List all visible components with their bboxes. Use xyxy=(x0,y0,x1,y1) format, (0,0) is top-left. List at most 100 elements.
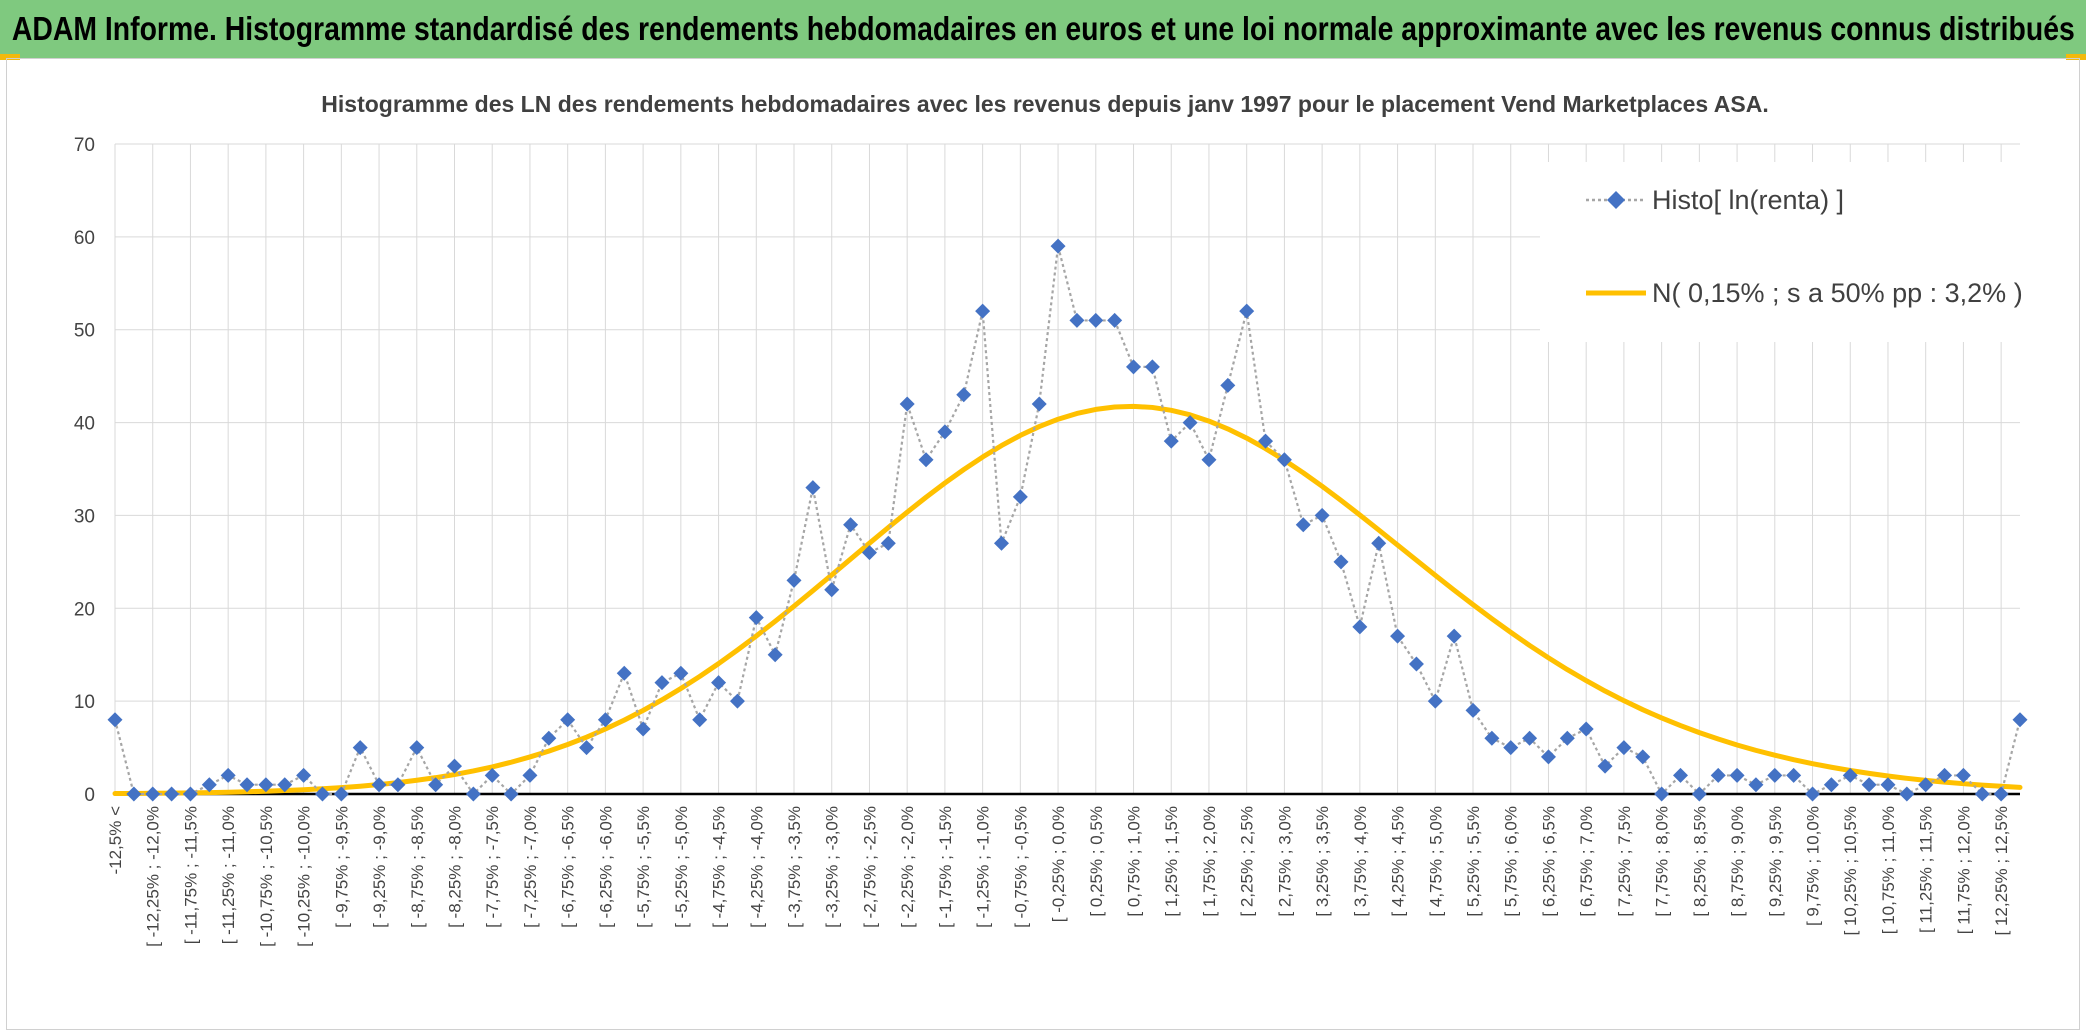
x-tick-label: [ -2,25% ; -2,0% xyxy=(898,806,917,928)
histogram-point xyxy=(899,396,915,412)
histogram-point xyxy=(975,303,991,319)
histogram-point xyxy=(824,582,840,598)
x-tick-label: [ 7,25% ; 7,5% xyxy=(1615,806,1634,917)
histogram-point xyxy=(447,758,463,774)
x-tick-label: [ -2,75% ; -2,5% xyxy=(860,806,879,928)
legend-normal-label: N( 0,15% ; s a 50% pp : 3,2% ) xyxy=(1652,278,2023,308)
histogram-point xyxy=(1503,740,1519,756)
histogram-point xyxy=(1955,767,1971,783)
histogram-point xyxy=(654,675,670,691)
histogram-point xyxy=(1578,721,1594,737)
x-tick-label: -12,5% < xyxy=(106,806,125,875)
histogram-point xyxy=(1408,656,1424,672)
x-tick-label: [ 5,75% ; 6,0% xyxy=(1502,806,1521,917)
y-tick-label: 0 xyxy=(84,785,95,806)
x-tick-label: [ 1,75% ; 2,0% xyxy=(1200,806,1219,917)
histogram-series xyxy=(107,238,2028,802)
histogram-point xyxy=(616,665,632,681)
histogram-point xyxy=(1918,777,1934,793)
histogram-point xyxy=(843,517,859,533)
x-tick-label: [ 5,25% ; 5,5% xyxy=(1464,806,1483,917)
histogram-point xyxy=(1654,786,1670,802)
histogram-point xyxy=(352,740,368,756)
x-tick-label: [ -9,25% ; -9,0% xyxy=(370,806,389,928)
x-tick-label: [ 0,25% ; 0,5% xyxy=(1087,806,1106,917)
y-tick-label: 60 xyxy=(74,228,95,249)
histogram-point xyxy=(1107,312,1123,328)
x-tick-label: [ 10,75% ; 11,0% xyxy=(1879,806,1898,934)
histogram-point xyxy=(1352,619,1368,635)
histogram-point xyxy=(145,786,161,802)
histogram-point xyxy=(1484,730,1500,746)
histogram-point xyxy=(937,424,953,440)
y-tick-label: 50 xyxy=(74,321,95,342)
x-tick-label: [ -3,75% ; -3,5% xyxy=(785,806,804,928)
histogram-point xyxy=(1672,767,1688,783)
histogram-point xyxy=(1258,433,1274,449)
x-tick-label: [ -10,25% ; -10,0% xyxy=(295,806,314,947)
histogram-point xyxy=(409,740,425,756)
histogram-point xyxy=(673,665,689,681)
histogram-point xyxy=(1314,507,1330,523)
histogram-point xyxy=(1371,535,1387,551)
histogram-point xyxy=(1748,777,1764,793)
x-tick-label: [ 2,25% ; 2,5% xyxy=(1238,806,1257,917)
x-tick-label: [ 2,75% ; 3,0% xyxy=(1275,806,1294,917)
histogram-point xyxy=(1088,312,1104,328)
histogram-point xyxy=(201,777,217,793)
x-tick-label: [ -4,75% ; -4,5% xyxy=(710,806,729,928)
y-tick-label: 70 xyxy=(74,135,95,156)
histogram-point xyxy=(428,777,444,793)
histogram-point xyxy=(182,786,198,802)
x-tick-label: [ 6,75% ; 7,0% xyxy=(1577,806,1596,917)
histogram-point xyxy=(1880,777,1896,793)
histogram-point xyxy=(786,572,802,588)
x-tick-label: [ -6,25% ; -6,0% xyxy=(596,806,615,928)
histogram-point xyxy=(993,535,1009,551)
histogram-point xyxy=(258,777,274,793)
x-tick-label: [ -5,75% ; -5,5% xyxy=(634,806,653,928)
histogram-point xyxy=(805,480,821,496)
histogram-point xyxy=(1767,767,1783,783)
histogram-point xyxy=(1823,777,1839,793)
histogram-point xyxy=(1276,452,1292,468)
histogram-point xyxy=(635,721,651,737)
x-tick-label: [ 4,25% ; 4,5% xyxy=(1389,806,1408,917)
histogram-point xyxy=(579,740,595,756)
histogram-point xyxy=(1937,767,1953,783)
histogram-point xyxy=(1333,554,1349,570)
x-tick-label: [ 12,25% ; 12,5% xyxy=(1992,806,2011,935)
histogram-point xyxy=(1616,740,1632,756)
histogram-point xyxy=(126,786,142,802)
histogram-point xyxy=(1031,396,1047,412)
histogram-point xyxy=(1390,628,1406,644)
x-tick-label: [ -9,75% ; -9,5% xyxy=(332,806,351,928)
histogram-point xyxy=(164,786,180,802)
histogram-point xyxy=(711,675,727,691)
chart-frame xyxy=(6,58,2080,1030)
histogram-point xyxy=(1522,730,1538,746)
y-tick-label: 20 xyxy=(74,599,95,620)
histogram-point xyxy=(918,452,934,468)
x-tick-label: [ 0,75% ; 1,0% xyxy=(1125,806,1144,917)
histogram-point xyxy=(880,535,896,551)
histogram-point xyxy=(1993,786,2009,802)
histogram-point xyxy=(541,730,557,746)
histogram-point xyxy=(296,767,312,783)
histogram-point xyxy=(1427,693,1443,709)
y-tick-label: 30 xyxy=(74,506,95,527)
histogram-point xyxy=(277,777,293,793)
x-tick-label: [ -12,25% ; -12,0% xyxy=(144,806,163,947)
x-tick-label: [ -7,75% ; -7,5% xyxy=(483,806,502,928)
histogram-point xyxy=(692,712,708,728)
legend-histo-label: Histo[ ln(renta) ] xyxy=(1652,185,1844,215)
histogram-point xyxy=(465,786,481,802)
x-tick-label: [ 6,25% ; 6,5% xyxy=(1539,806,1558,917)
histogram-point xyxy=(503,786,519,802)
x-tick-label: [ -1,25% ; -1,0% xyxy=(974,806,993,928)
histogram-point xyxy=(1144,359,1160,375)
legend-background xyxy=(1540,162,2020,342)
histogram-point xyxy=(1861,777,1877,793)
report-banner: ADAM Informe. Histogramme standardisé de… xyxy=(0,0,2086,58)
